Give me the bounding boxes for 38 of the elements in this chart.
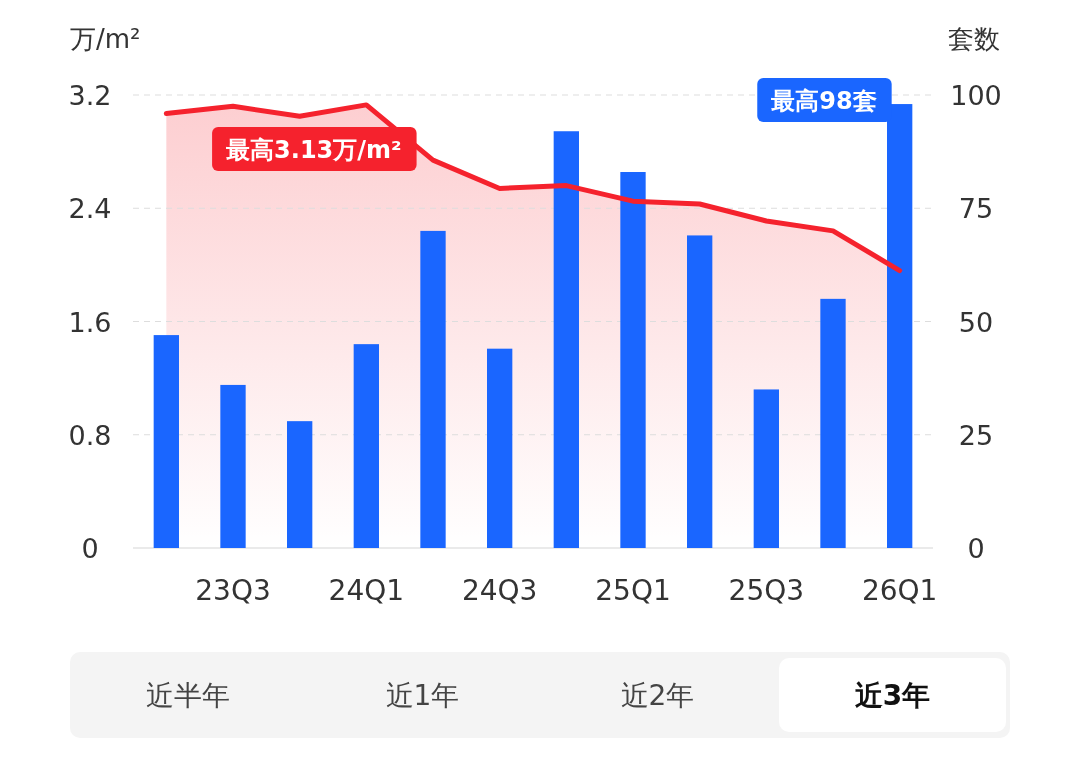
bar	[753, 389, 779, 548]
bar	[487, 348, 513, 548]
bar	[820, 298, 846, 548]
y-tick-label: 2.4	[68, 193, 112, 225]
bar	[287, 421, 313, 548]
bar	[353, 344, 379, 548]
text: 近1年	[385, 679, 460, 712]
y-tick-label: 0	[81, 533, 99, 564]
y-axis-title: 万/m²	[70, 24, 141, 54]
bar	[420, 230, 446, 548]
y2-axis-title: 套数	[948, 24, 1000, 54]
y2-tick-label: 100	[950, 80, 1002, 111]
annotation: 最高3.13万/m²	[225, 135, 402, 164]
x-tick-label: 26Q1	[861, 574, 938, 607]
y-tick-label: 0.8	[68, 419, 112, 451]
annotation: 最高98套	[770, 87, 877, 116]
bar	[220, 384, 246, 548]
y2-tick-label: 50	[958, 306, 994, 338]
y2-tick-label: 25	[958, 419, 994, 451]
annotation: 最高98套	[757, 78, 892, 123]
y-tick-label: 1.6	[68, 306, 112, 338]
bar	[553, 131, 579, 548]
text: 近2年	[620, 679, 695, 712]
bar	[620, 172, 646, 548]
x-tick-label: 23Q3	[195, 574, 271, 607]
text: 近半年	[145, 679, 230, 712]
y2-tick-label: 75	[958, 193, 994, 225]
bar	[153, 335, 179, 548]
x-tick-label: 24Q3	[461, 574, 538, 607]
x-tick-label: 25Q3	[728, 574, 805, 607]
x-tick-label: 24Q1	[328, 574, 405, 607]
bar	[687, 235, 713, 548]
bar	[887, 104, 913, 548]
y-tick-label: 3.2	[68, 80, 112, 111]
annotation: 最高3.13万/m²	[212, 126, 417, 171]
text: 近3年	[854, 679, 931, 712]
x-tick-label: 25Q1	[595, 574, 671, 607]
y2-tick-label: 0	[967, 533, 985, 564]
